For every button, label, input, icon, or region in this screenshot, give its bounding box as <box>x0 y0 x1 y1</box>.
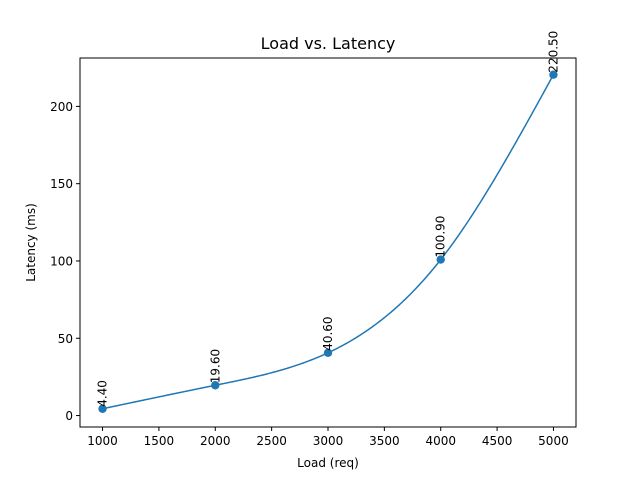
data-point <box>211 381 220 390</box>
x-tick-label: 5000 <box>538 434 569 448</box>
chart-title: Load vs. Latency <box>261 34 396 53</box>
data-label: 19.60 <box>208 349 222 383</box>
data-label: 40.60 <box>321 316 335 350</box>
y-tick-label: 200 <box>50 100 73 114</box>
x-tick-label: 2500 <box>256 434 287 448</box>
y-tick-label: 0 <box>65 409 73 423</box>
data-label: 100.90 <box>434 216 448 258</box>
y-axis-label: Latency (ms) <box>24 203 38 282</box>
x-tick-label: 4500 <box>482 434 513 448</box>
x-tick-label: 2000 <box>200 434 231 448</box>
x-tick-label: 4000 <box>425 434 456 448</box>
x-tick-label: 1000 <box>87 434 118 448</box>
x-tick-label: 3000 <box>313 434 344 448</box>
data-point <box>98 404 107 413</box>
y-tick-label: 100 <box>50 254 73 268</box>
data-point <box>323 348 333 357</box>
y-tick-label: 50 <box>58 332 73 346</box>
y-axis: 0 50 100 150 200 <box>50 100 80 423</box>
data-point <box>549 70 558 79</box>
x-axis: 1000 1500 2000 2500 3000 3500 4000 4500 5000 <box>87 427 569 448</box>
data-label: 220.50 <box>546 31 560 73</box>
y-tick-label: 150 <box>50 177 73 191</box>
x-tick-label: 3500 <box>369 434 400 448</box>
plot-area: 4.40 19.60 40.60 100.90 220.50 <box>96 31 560 413</box>
data-label: 4.40 <box>96 380 110 407</box>
data-point <box>436 255 445 264</box>
x-axis-label: Load (req) <box>297 456 359 470</box>
x-tick-label: 1500 <box>144 434 175 448</box>
